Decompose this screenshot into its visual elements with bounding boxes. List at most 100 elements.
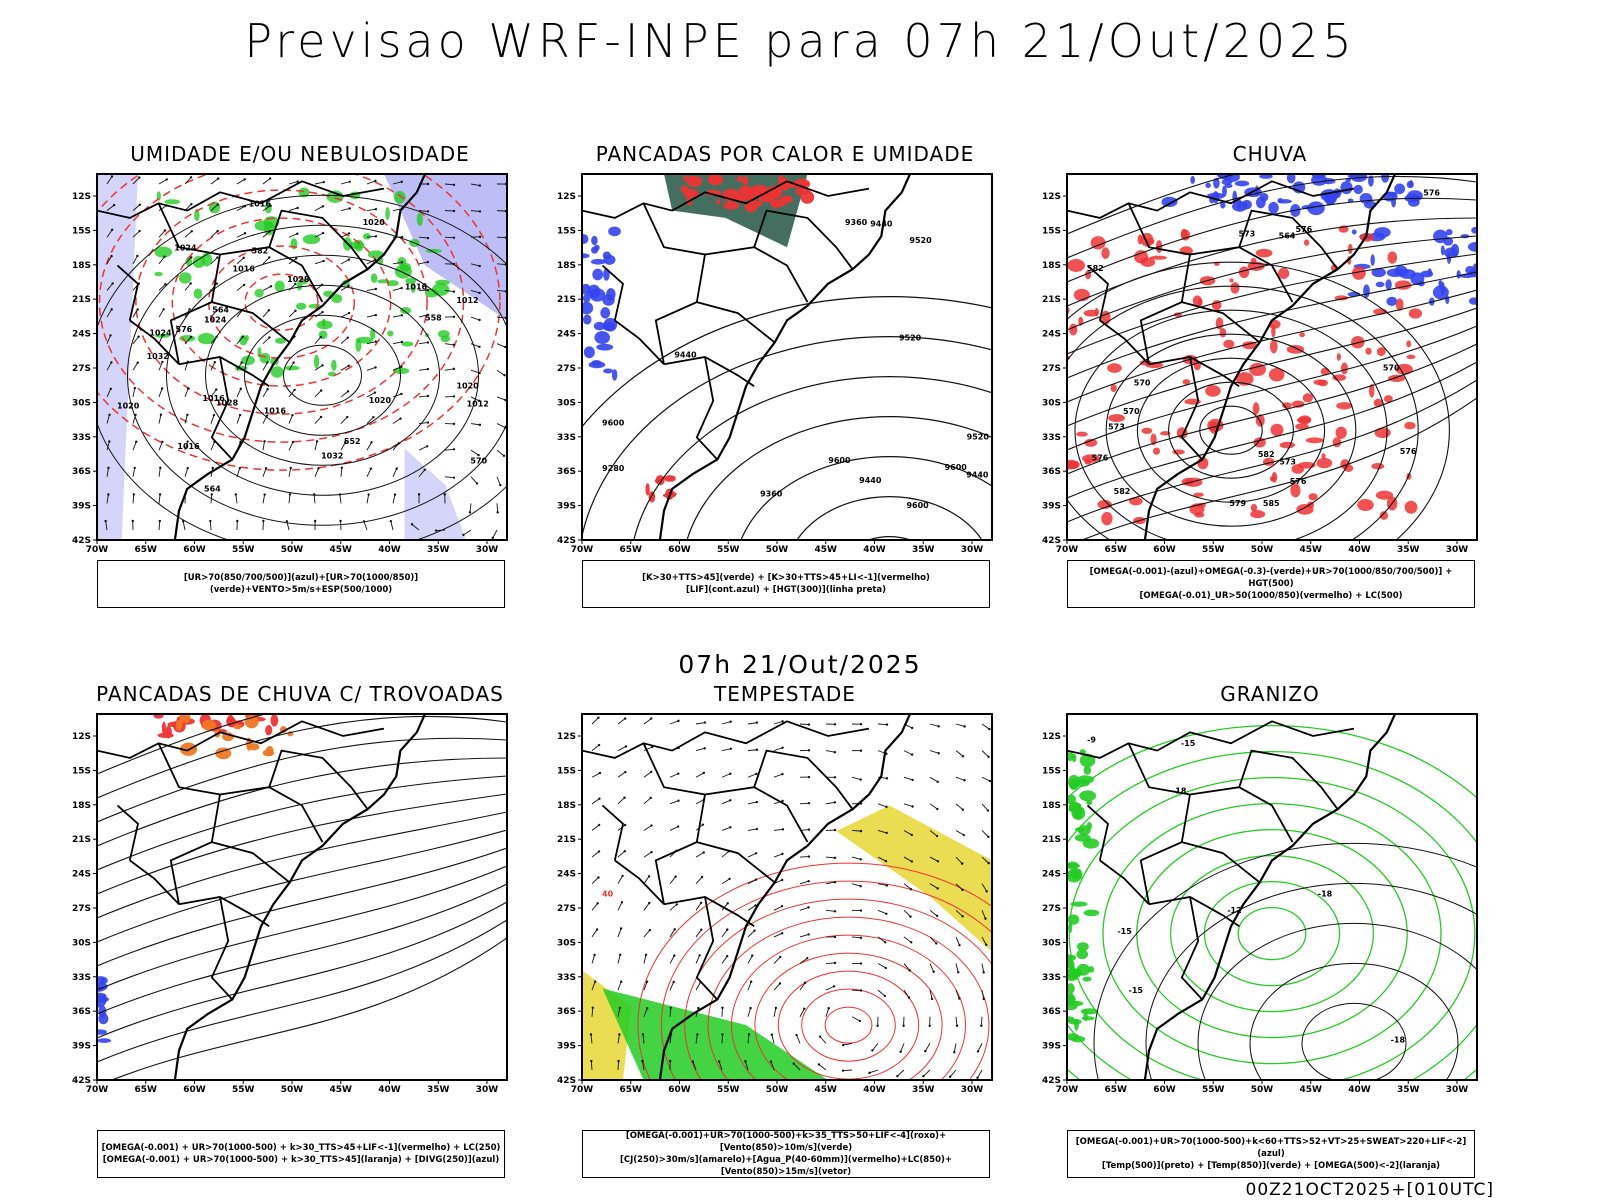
wind-vector-head: [677, 719, 680, 723]
wind-vector: [591, 954, 596, 964]
red-rain: [1395, 363, 1413, 375]
wind-vector: [470, 316, 480, 321]
state-border: [696, 301, 776, 344]
lat-label: 33S: [1042, 973, 1061, 983]
wind-vector: [288, 310, 296, 318]
wind-vector-head: [827, 1006, 830, 1010]
lat-label: 21S: [1042, 295, 1061, 305]
wind-vector: [158, 309, 165, 318]
contour-label: 1020: [456, 382, 479, 391]
red-rain: [1250, 503, 1258, 512]
wind-vector: [210, 441, 215, 451]
temp500-contour: [1301, 1002, 1407, 1080]
wind-vector-head: [426, 313, 429, 316]
blue-lif: [603, 254, 616, 265]
wind-vector-head: [717, 1060, 721, 1063]
wind-vector-head: [315, 440, 319, 443]
wind-vector: [418, 469, 426, 478]
wind-vector-head: [859, 936, 863, 940]
wind-vector-head: [312, 493, 316, 496]
wind-vector-head: [833, 961, 837, 965]
lat-label: 15S: [557, 226, 576, 236]
wind-vector-head: [751, 954, 754, 957]
red-convection: [742, 175, 749, 186]
contour-label: 9440: [966, 470, 989, 479]
blue-omega: [1468, 297, 1477, 305]
wind-vector: [851, 776, 861, 781]
wind-vector: [392, 366, 402, 371]
temp500-contour: [1249, 962, 1459, 1080]
wind-vector-head: [982, 997, 985, 1001]
wind-vector: [236, 468, 241, 477]
wind-vector: [900, 1043, 905, 1052]
wind-vector-head: [160, 387, 164, 390]
wind-vector-head: [721, 1006, 724, 1009]
wind-vector: [418, 342, 428, 345]
lon-label: 30W: [1446, 1085, 1469, 1095]
wind-vector: [262, 388, 269, 398]
wind-vector: [132, 388, 136, 398]
wind-vector: [929, 936, 937, 944]
wind-vector-head: [781, 772, 784, 776]
red-rain: [1101, 511, 1113, 526]
wind-vector-head: [755, 772, 758, 776]
wind-vector-head: [961, 808, 965, 811]
lat-label: 12S: [1042, 732, 1061, 742]
wind-vector: [392, 418, 401, 424]
lat-label: 18S: [557, 261, 576, 271]
wind-vector-head: [597, 850, 601, 853]
red-rain: [1150, 433, 1157, 446]
green-contour: [239, 334, 248, 346]
green-temp: [1079, 790, 1097, 802]
map-frame: [96, 173, 508, 541]
wind-vector-head: [728, 877, 731, 881]
wind-vector: [877, 883, 887, 886]
wind-vector: [721, 826, 731, 831]
wind-vector: [929, 990, 933, 1000]
wind-vector-head: [212, 413, 216, 417]
wind-vector-head: [267, 309, 271, 312]
lon-label: 30W: [1446, 545, 1469, 555]
streamline: [97, 715, 507, 799]
streamline: [97, 865, 507, 991]
wind-vector: [262, 178, 271, 185]
wind-vector-head: [672, 980, 675, 984]
wind-vector: [106, 441, 110, 451]
wind-vector: [158, 414, 162, 424]
red-storm: [161, 721, 166, 735]
wind-vector-head: [110, 308, 113, 311]
wind-vector: [955, 963, 959, 973]
lat-label: 30S: [72, 398, 91, 408]
pressure-contour: [97, 194, 507, 540]
blue-omega: [1374, 227, 1391, 238]
wind-vector-head: [158, 519, 161, 523]
lon-label: 35W: [912, 545, 935, 555]
wind-vector-head: [871, 1049, 874, 1052]
wind-vector-head: [645, 1007, 649, 1010]
wind-vector-head: [423, 468, 426, 472]
blue-omega: [1353, 184, 1363, 195]
wind-vector-head: [700, 928, 703, 931]
wind-vector: [955, 776, 965, 781]
lat-label: 30S: [72, 938, 91, 948]
orange-storm: [233, 723, 242, 730]
state-border: [219, 786, 324, 843]
wind-vector-head: [425, 445, 429, 448]
hgt-contour: [582, 296, 992, 428]
wind-vector: [418, 368, 428, 371]
wind-vector-head: [841, 1069, 845, 1072]
wind-vector: [236, 178, 245, 185]
lon-label: 45W: [1300, 1085, 1323, 1095]
wind-vector-head: [400, 392, 403, 396]
wind-vector: [825, 801, 835, 805]
wind-vector: [929, 963, 935, 972]
wind-vector-head: [372, 416, 375, 419]
wind-vector-head: [216, 229, 219, 233]
state-border: [696, 841, 776, 884]
wind-vector: [981, 936, 987, 946]
wind-vector-head: [677, 799, 680, 802]
wind-vector-head: [503, 426, 507, 429]
state-border: [1181, 841, 1261, 884]
wind-vector-head: [744, 1060, 747, 1063]
wind-vector: [236, 284, 245, 291]
